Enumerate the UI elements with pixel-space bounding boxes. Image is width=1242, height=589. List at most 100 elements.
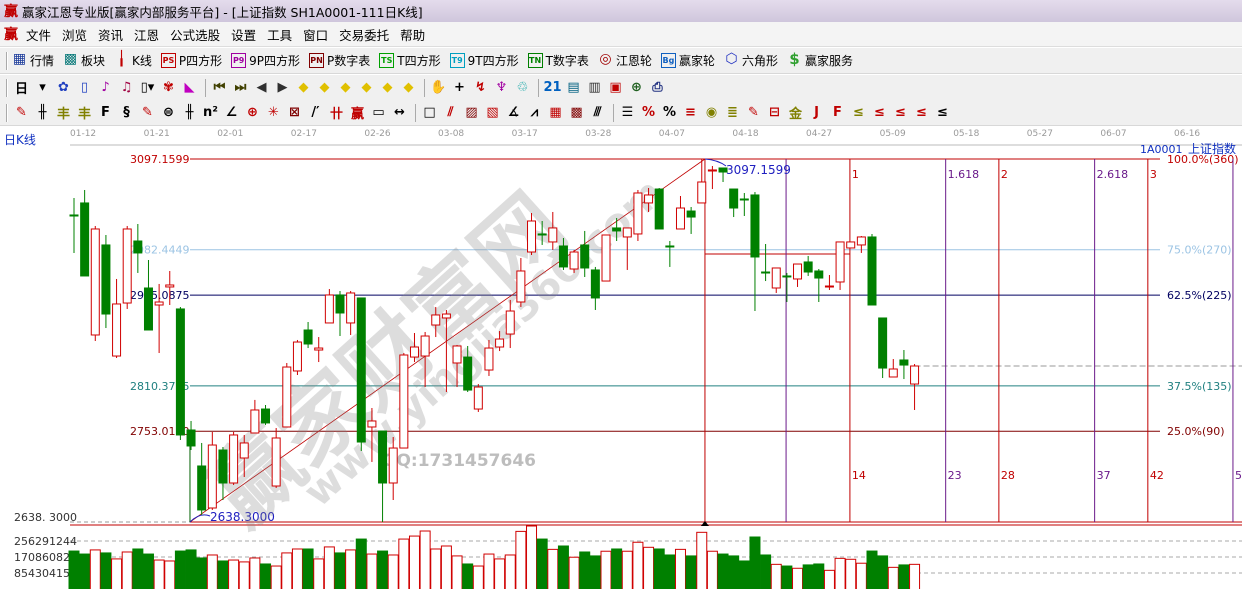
gold-split2-icon[interactable]: 丰 — [77, 107, 91, 122]
menu-item[interactable]: 公式选股 — [170, 27, 221, 43]
toolbar-button[interactable]: Bg 赢家轮 — [660, 52, 715, 69]
indicator-icon[interactable]: ✾ — [163, 80, 174, 95]
toolbar-button[interactable]: PN P数字表 — [309, 52, 370, 69]
square-n-icon[interactable]: n² — [203, 105, 218, 120]
winner-icon[interactable]: 赢 — [350, 107, 364, 122]
fan-red3-icon[interactable]: ≤ — [916, 105, 927, 120]
menu-item[interactable]: 江恩 — [134, 27, 160, 43]
toolbar-button[interactable]: $ 赢家服务 — [787, 52, 853, 69]
last-icon[interactable]: ⏭ — [234, 80, 247, 95]
percent-icon[interactable]: % — [662, 105, 677, 120]
f-lines-icon[interactable]: F — [833, 105, 842, 120]
menu-item[interactable]: 窗口 — [303, 27, 329, 43]
toolbar-button[interactable]: PS P四方形 — [160, 52, 222, 69]
grid2-icon[interactable]: ▩ — [570, 105, 583, 120]
menu-item[interactable]: 帮助 — [400, 27, 426, 43]
menu-item[interactable]: 资讯 — [98, 27, 124, 43]
toolbar-button[interactable]: TN T数字表 — [527, 52, 589, 69]
menu-item[interactable]: 工具 — [267, 27, 293, 43]
next-icon[interactable]: ▶ — [277, 80, 288, 95]
angle2-icon[interactable]: ∡ — [507, 105, 520, 120]
arrow-expand-icon[interactable]: ◆ — [361, 80, 372, 95]
candle-dropdown-icon[interactable]: ▯▾ — [140, 80, 155, 95]
tree-icon[interactable]: ♆ — [495, 80, 508, 95]
first-icon[interactable]: ⏮ — [213, 80, 226, 95]
gold-fan-icon[interactable]: ≤ — [853, 105, 864, 120]
pen2-icon[interactable]: ✎ — [748, 105, 759, 120]
wave-icon[interactable]: ⩘ — [530, 105, 539, 120]
gold-circle-icon[interactable]: ◉ — [705, 105, 718, 120]
j-lines-icon[interactable]: J — [814, 105, 819, 120]
color-chart-icon[interactable]: ◣ — [184, 80, 195, 95]
fan-icon[interactable]: ⫽ — [447, 105, 454, 120]
fan-red-icon[interactable]: ≤ — [874, 105, 885, 120]
calculator-icon[interactable]: ▤ — [567, 80, 580, 95]
arrow-vertical-icon[interactable]: ◆ — [403, 80, 414, 95]
hand-icon[interactable]: ✋ — [430, 80, 447, 95]
gann-icon[interactable]: 卄 — [329, 107, 343, 122]
parallel-lines-icon[interactable]: ╫ — [38, 105, 47, 120]
box-icon[interactable]: ⊠ — [289, 105, 300, 120]
star-icon[interactable]: ✳ — [268, 105, 279, 120]
chart3-icon[interactable]: ♪ — [101, 80, 110, 95]
target-icon[interactable]: ⊕ — [247, 105, 258, 120]
gold-box-icon[interactable]: 金 — [788, 107, 802, 122]
rect-icon[interactable]: □ — [423, 105, 436, 120]
grid-fan-icon[interactable]: ▨ — [465, 105, 478, 120]
measure-icon[interactable]: ↔ — [394, 105, 405, 120]
draw-line-icon[interactable]: ↯ — [475, 80, 486, 95]
toolbar-grip[interactable] — [6, 78, 8, 97]
box-lines-icon[interactable]: ⊟ — [769, 105, 780, 120]
toolbar-button[interactable]: ◎ 江恩轮 — [598, 52, 652, 69]
chart9-icon[interactable]: ♫ — [120, 80, 133, 95]
toolbar-button[interactable]: ▩ 板块 — [63, 52, 105, 69]
refresh-icon[interactable]: ♲ — [516, 80, 529, 95]
grid-icon[interactable]: ▦ — [549, 105, 562, 120]
toolbar-button[interactable]: TS T四方形 — [379, 52, 441, 69]
crosshair-icon[interactable]: + — [454, 80, 465, 95]
arrow-cross-icon[interactable]: ◆ — [382, 80, 393, 95]
arrow-right-icon[interactable]: ◆ — [340, 80, 351, 95]
period-button[interactable]: 日 — [14, 82, 28, 97]
gold-lines-icon[interactable]: ≣ — [727, 105, 738, 120]
angle-icon[interactable]: ∠ — [225, 105, 238, 120]
list-icon[interactable]: ▯ — [80, 80, 89, 95]
bars-icon[interactable]: ╫ — [185, 105, 194, 120]
calendar-icon[interactable]: 21 — [543, 80, 562, 95]
spiral-icon[interactable]: § — [123, 105, 130, 120]
save-icon[interactable]: ▣ — [609, 80, 622, 95]
menu-item[interactable]: 浏览 — [62, 27, 88, 43]
network-icon[interactable]: ⊕ — [631, 80, 642, 95]
toolbar-button[interactable]: T9 9T四方形 — [449, 52, 519, 69]
prev-icon[interactable]: ◀ — [256, 80, 267, 95]
toolbar-button[interactable]: ▦ 行情 — [12, 52, 54, 69]
percent-red-icon[interactable]: % — [641, 105, 656, 120]
toolbar-grip[interactable] — [6, 51, 8, 70]
ladder-icon[interactable]: ☰ — [621, 105, 634, 120]
toolbar-button[interactable]: ⬡ 六角形 — [724, 52, 778, 69]
channel-icon[interactable]: ⫻ — [593, 105, 602, 120]
menu-item[interactable]: 交易委托 — [339, 27, 390, 43]
fibonacci-icon[interactable]: F — [101, 105, 110, 120]
notes-icon[interactable]: ▥ — [588, 80, 601, 95]
printer-icon[interactable]: ⎙ — [652, 80, 663, 95]
toolbar-button[interactable]: P9 9P四方形 — [231, 52, 300, 69]
percent-lines-icon[interactable]: ≡ — [685, 105, 696, 120]
menu-item[interactable]: 设置 — [231, 27, 257, 43]
arrow-up-icon[interactable]: ◆ — [319, 80, 330, 95]
menu-item[interactable]: 文件 — [26, 27, 52, 43]
circle-lines-icon[interactable]: ⊜ — [163, 105, 174, 120]
fan-red2-icon[interactable]: ≤ — [895, 105, 906, 120]
pen-ruler-icon[interactable]: ✎ — [142, 105, 153, 120]
arrow-left-icon[interactable]: ◆ — [298, 80, 309, 95]
toolbar-button[interactable]: ╽ K线 — [114, 52, 152, 69]
pattern-icon[interactable]: ✿ — [58, 80, 69, 95]
gold-split-icon[interactable]: 丰 — [56, 107, 70, 122]
kline-chart[interactable]: 01-12 01-21 02-01 02-17 02-26 03-08 03-17 03-28… — [0, 125, 1242, 589]
grid-box-icon[interactable]: ▧ — [486, 105, 499, 120]
ray-icon[interactable]: /′ — [311, 105, 320, 120]
toolbar-grip[interactable] — [6, 103, 8, 122]
fan-black-icon[interactable]: ≤ — [937, 105, 948, 120]
pen-icon[interactable]: ✎ — [16, 105, 27, 120]
period-dropdown-icon[interactable]: ▾ — [39, 80, 46, 95]
